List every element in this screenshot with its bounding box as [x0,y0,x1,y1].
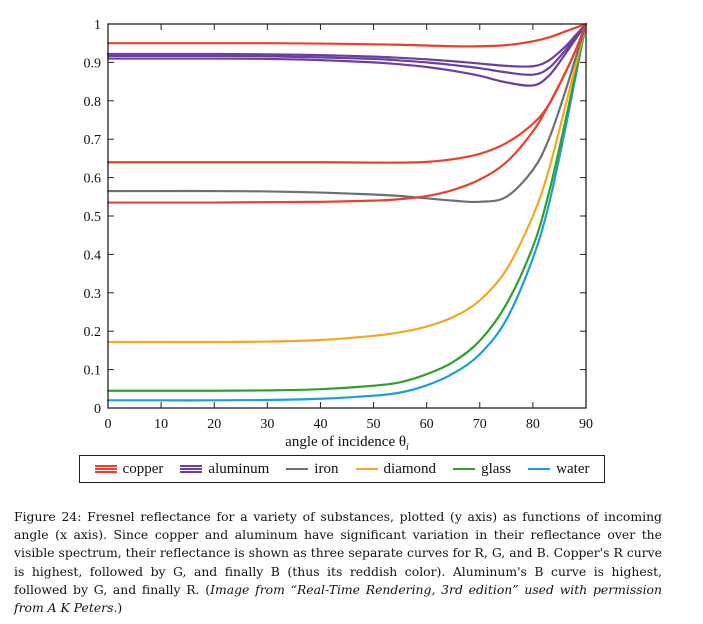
legend-swatch-line [180,468,203,470]
legend-item-aluminum: aluminum [180,461,269,478]
legend-swatch [355,468,378,470]
x-tick-label: 20 [207,417,221,432]
y-tick-label: 0.4 [84,248,102,263]
legend-item-iron: iron [286,461,338,478]
legend-swatch-line [355,468,378,470]
legend-label: diamond [383,460,437,477]
caption-label: Figure 24: [14,509,82,524]
x-tick-label: 40 [313,417,327,432]
caption-end: ) [117,600,123,616]
x-axis-title: angle of incidence θi [285,434,409,453]
figure-caption: Figure 24: Fresnel reflectance for a var… [14,508,662,617]
y-tick-label: 1 [94,18,101,33]
legend-swatch-line [94,471,117,473]
legend-swatch [528,468,551,470]
legend-swatch-line [180,471,203,473]
legend-swatch-line [453,468,476,470]
x-axis-title-text: angle of incidence θ [285,434,406,450]
legend-swatch-line [286,468,309,470]
legend-swatch [286,468,309,470]
x-axis: 0 10 20 30 40 50 60 70 80 90 [105,24,593,432]
series-line-iron [106,22,588,204]
series-line-aluminum-R [106,22,588,87]
legend-label: water [556,460,590,477]
y-tick-label: 0.3 [84,287,102,302]
plot-frame [107,23,587,409]
legend-label: iron [314,460,339,477]
y-tick-label: 0.8 [84,95,102,110]
legend-label: aluminum [208,460,270,477]
legend-swatch [180,465,203,473]
legend-swatch-line [94,468,117,470]
y-tick-label: 0.9 [84,56,102,71]
series-line-diamond [106,22,588,344]
x-tick-label: 0 [105,417,112,432]
caption-credit: Image from “Real-Time Rendering, 3rd edi… [14,581,662,616]
series-line-aluminum-B [106,22,588,68]
series-line-aluminum-G [106,22,588,76]
legend-item-water: water [528,461,589,478]
legend-swatch [94,465,117,473]
series-line-water [106,22,588,402]
x-tick-label: 30 [260,417,274,432]
x-tick-label: 60 [420,417,434,432]
legend-item-diamond: diamond [355,460,437,478]
legend-swatch-line [94,465,117,467]
legend-swatch-line [180,465,203,467]
y-tick-label: 0.7 [84,133,102,148]
series-line-copper-R [106,22,588,48]
legend-label: copper [122,460,164,477]
y-tick-label: 0 [94,402,101,417]
series-line-copper-B [106,22,588,204]
y-tick-label: 0.6 [84,172,102,187]
y-tick-label: 0.5 [84,210,102,225]
legend-item-glass: glass [453,461,511,478]
fresnel-chart: 0 10 20 30 40 50 60 70 80 90 00.10.20.30.40.50.60… [84,18,594,453]
legend: copper aluminum iron diamond glass water [79,455,605,483]
x-tick-label: 50 [367,417,381,432]
x-tick-label: 10 [154,417,168,432]
y-tick-label: 0.2 [84,325,102,340]
legend-swatch [453,468,476,470]
series-line-glass [106,22,588,392]
x-tick-label: 70 [473,417,487,432]
y-axis: 0 0.1 0.2 0.3 0.4 0.5 0.6 0.7 0.8 0.9 1 [84,18,586,417]
legend-item-copper: copper [94,460,164,478]
legend-swatch-line [528,468,551,470]
series-line-copper-G [106,22,588,164]
x-tick-label: 90 [579,417,593,432]
x-axis-title-subscript: i [406,442,409,453]
curves-layer [106,22,588,402]
caption-text: Fresnel reflectance for a variety of sub… [14,509,662,597]
x-tick-label: 80 [526,417,540,432]
y-tick-label: 0.1 [84,364,102,379]
legend-label: glass [481,460,512,477]
